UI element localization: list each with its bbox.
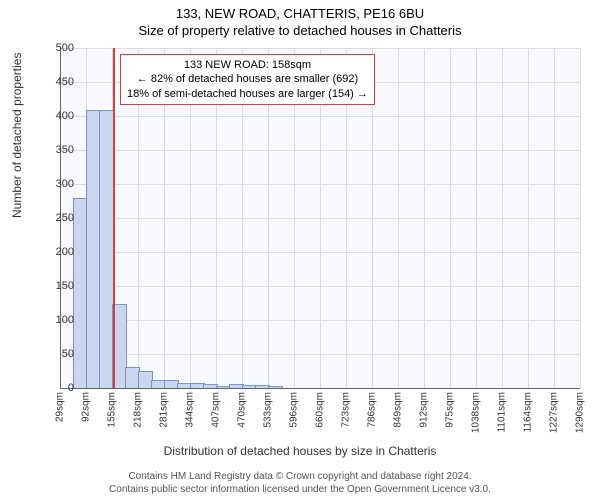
- xtick-label: 660sqm: [315, 392, 326, 428]
- xtick-label: 92sqm: [81, 392, 92, 422]
- xtick-label: 344sqm: [185, 392, 196, 428]
- xtick-label: 1164sqm: [523, 392, 534, 432]
- gridline-v: [450, 48, 451, 388]
- property-marker-line: [113, 48, 115, 388]
- xtick-label: 723sqm: [341, 392, 352, 428]
- ytick-label: 250: [34, 212, 74, 224]
- ytick-label: 100: [34, 314, 74, 326]
- annotation-line-3: 18% of semi-detached houses are larger (…: [127, 87, 368, 101]
- xtick-label: 849sqm: [393, 392, 404, 428]
- xtick-label: 155sqm: [107, 392, 118, 428]
- xtick-label: 1101sqm: [497, 392, 508, 432]
- ytick-label: 300: [34, 178, 74, 190]
- xtick-label: 786sqm: [367, 392, 378, 428]
- xtick-label: 1038sqm: [471, 392, 482, 433]
- xtick-label: 407sqm: [211, 392, 222, 428]
- footer-attribution: Contains HM Land Registry data © Crown c…: [0, 470, 600, 496]
- xtick-label: 1290sqm: [575, 392, 586, 433]
- chart-container: 133, NEW ROAD, CHATTERIS, PE16 6BU Size …: [0, 0, 600, 500]
- annotation-line-1: 133 NEW ROAD: 158sqm: [127, 58, 368, 72]
- xtick-label: 470sqm: [237, 392, 248, 428]
- y-axis-label: Number of detached properties: [10, 53, 24, 218]
- annotation-box: 133 NEW ROAD: 158sqm← 82% of detached ho…: [120, 54, 375, 105]
- xtick-label: 1227sqm: [549, 392, 560, 433]
- histogram-bar: [268, 386, 283, 388]
- address-title: 133, NEW ROAD, CHATTERIS, PE16 6BU: [0, 0, 600, 21]
- gridline-v: [554, 48, 555, 388]
- x-axis: [60, 388, 580, 389]
- subtitle: Size of property relative to detached ho…: [0, 21, 600, 38]
- x-axis-label: Distribution of detached houses by size …: [0, 444, 600, 458]
- footer-line-1: Contains HM Land Registry data © Crown c…: [0, 470, 600, 483]
- gridline-v: [424, 48, 425, 388]
- xtick-label: 596sqm: [289, 392, 300, 428]
- ytick-label: 400: [34, 110, 74, 122]
- gridline-v: [502, 48, 503, 388]
- xtick-label: 281sqm: [159, 392, 170, 428]
- plot-area: 133 NEW ROAD: 158sqm← 82% of detached ho…: [60, 48, 580, 388]
- gridline-v: [398, 48, 399, 388]
- annotation-line-2: ← 82% of detached houses are smaller (69…: [127, 72, 368, 86]
- xtick-label: 533sqm: [263, 392, 274, 428]
- ytick-label: 500: [34, 42, 74, 54]
- xtick-label: 912sqm: [419, 392, 430, 428]
- footer-line-2: Contains public sector information licen…: [0, 483, 600, 496]
- ytick-label: 200: [34, 246, 74, 258]
- ytick-label: 50: [34, 348, 74, 360]
- gridline-v: [528, 48, 529, 388]
- ytick-label: 450: [34, 76, 74, 88]
- gridline-v: [580, 48, 581, 388]
- xtick-label: 29sqm: [55, 392, 66, 422]
- ytick-label: 350: [34, 144, 74, 156]
- gridline-v: [476, 48, 477, 388]
- ytick-label: 150: [34, 280, 74, 292]
- xtick-label: 975sqm: [445, 392, 456, 428]
- xtick-label: 218sqm: [133, 392, 144, 428]
